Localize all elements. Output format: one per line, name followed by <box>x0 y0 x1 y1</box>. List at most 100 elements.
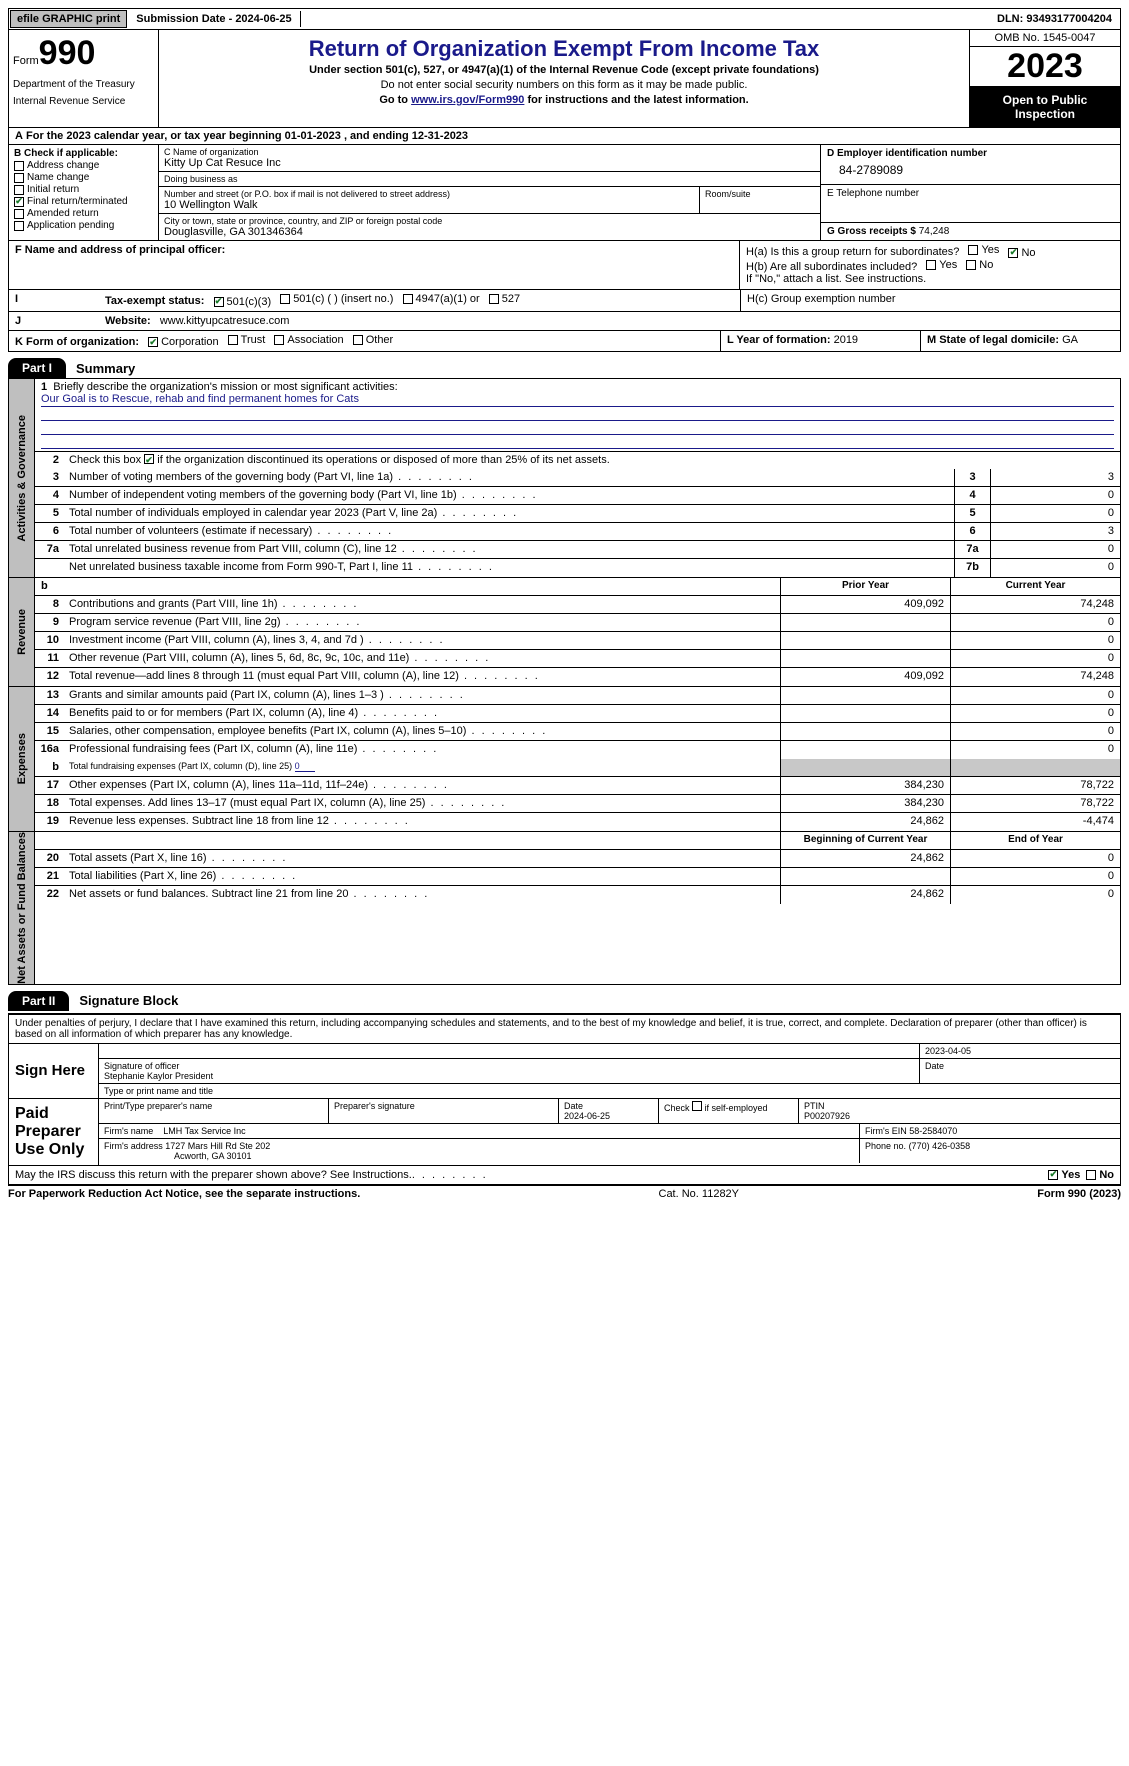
form-number: Form990 <box>13 34 154 73</box>
tax-year: 2023 <box>970 47 1120 87</box>
sign-here-label: Sign Here <box>9 1044 99 1098</box>
row-j-website: J Website: www.kittyupcatresuce.com <box>8 312 1121 331</box>
prior-year-header: Prior Year <box>780 578 950 595</box>
field-hb: H(b) Are all subordinates included? Yes … <box>746 259 1114 273</box>
perjury-declaration: Under penalties of perjury, I declare th… <box>9 1015 1120 1044</box>
submission-date: Submission Date - 2024-06-25 <box>128 11 300 27</box>
exp-row-14: 14Benefits paid to or for members (Part … <box>35 705 1120 723</box>
line-1-mission: 1 Briefly describe the organization's mi… <box>35 379 1120 451</box>
gov-row-4: 4Number of independent voting members of… <box>35 487 1120 505</box>
field-g-receipts: G Gross receipts $ 74,248 <box>821 223 1120 240</box>
irs-label: Internal Revenue Service <box>13 96 154 106</box>
b-checkbox-3[interactable] <box>14 197 24 207</box>
ha-yes-checkbox[interactable] <box>968 245 978 255</box>
field-f-label: F Name and address of principal officer: <box>15 244 225 256</box>
rev-row-11: 11Other revenue (Part VIII, column (A), … <box>35 650 1120 668</box>
type-name-label: Type or print name and title <box>99 1084 1120 1098</box>
section-net-assets: Net Assets or Fund Balances Beginning of… <box>8 832 1121 985</box>
k-trust-checkbox[interactable] <box>228 335 238 345</box>
exp-row-17: 17Other expenses (Part IX, column (A), l… <box>35 777 1120 795</box>
preparer-name-field[interactable]: Print/Type preparer's name <box>99 1099 329 1123</box>
rev-row-8: 8Contributions and grants (Part VIII, li… <box>35 596 1120 614</box>
firm-address: Firm's address 1727 Mars Hill Rd Ste 202… <box>99 1139 860 1163</box>
omb-number: OMB No. 1545-0047 <box>970 30 1120 47</box>
firm-ein: Firm's EIN 58-2584070 <box>860 1124 1120 1138</box>
field-room: Room/suite <box>700 187 820 214</box>
identity-block: B Check if applicable: Address changeNam… <box>8 145 1121 241</box>
b-check-3: Final return/terminated <box>14 196 153 207</box>
sig-date1: 2023-04-05 <box>920 1044 1120 1058</box>
discuss-no-checkbox[interactable] <box>1086 1170 1096 1180</box>
section-expenses: Expenses 13Grants and similar amounts pa… <box>8 687 1121 832</box>
begin-year-header: Beginning of Current Year <box>780 832 950 849</box>
k-corp-checkbox[interactable] <box>148 337 158 347</box>
b-checkbox-4[interactable] <box>14 209 24 219</box>
discuss-row: May the IRS discuss this return with the… <box>8 1166 1121 1185</box>
gov-row-7a: 7aTotal unrelated business revenue from … <box>35 541 1120 559</box>
field-d-ein: D Employer identification number 84-2789… <box>821 145 1120 185</box>
exp-row-15: 15Salaries, other compensation, employee… <box>35 723 1120 741</box>
hb-yes-checkbox[interactable] <box>926 260 936 270</box>
officer-name: Signature of officer Stephanie Kaylor Pr… <box>99 1059 920 1083</box>
field-hc: H(c) Group exemption number <box>740 290 1120 311</box>
firm-phone: Phone no. (770) 426-0358 <box>860 1139 1120 1163</box>
dln: DLN: 93493177004204 <box>989 11 1120 27</box>
b-check-0: Address change <box>14 160 153 171</box>
gov-row-6: 6Total number of volunteers (estimate if… <box>35 523 1120 541</box>
section-b-header: B Check if applicable: <box>14 148 153 159</box>
field-e-phone: E Telephone number <box>821 185 1120 223</box>
b-checkbox-2[interactable] <box>14 185 24 195</box>
ssn-warning: Do not enter social security numbers on … <box>165 79 963 91</box>
rev-row-9: 9Program service revenue (Part VIII, lin… <box>35 614 1120 632</box>
ptin-field: PTINP00207926 <box>799 1099 1120 1123</box>
k-other-checkbox[interactable] <box>353 335 363 345</box>
field-street: Number and street (or P.O. box if mail i… <box>159 187 700 214</box>
rev-row-10: 10Investment income (Part VIII, column (… <box>35 632 1120 650</box>
field-city: City or town, state or province, country… <box>159 214 820 240</box>
line-16b: Total fundraising expenses (Part IX, col… <box>65 759 780 776</box>
discuss-yes-checkbox[interactable] <box>1048 1170 1058 1180</box>
officer-signature-field[interactable] <box>99 1044 920 1058</box>
row-i-tax-status: I Tax-exempt status: 501(c)(3) 501(c) ( … <box>8 290 1121 312</box>
revenue-label: Revenue <box>16 609 28 655</box>
b-check-5: Application pending <box>14 220 153 231</box>
exp-row-16a: 16aProfessional fundraising fees (Part I… <box>35 741 1120 759</box>
preparer-date: Date2024-06-25 <box>559 1099 659 1123</box>
i-501c3-checkbox[interactable] <box>214 297 224 307</box>
preparer-sig-field[interactable]: Preparer's signature <box>329 1099 559 1123</box>
page-footer: For Paperwork Reduction Act Notice, see … <box>8 1185 1121 1200</box>
line-a-tax-year: A For the 2023 calendar year, or tax yea… <box>8 128 1121 145</box>
part2-header: Part II Signature Block <box>8 991 1121 1011</box>
i-501c-checkbox[interactable] <box>280 294 290 304</box>
ha-no-checkbox[interactable] <box>1008 248 1018 258</box>
goto-line: Go to www.irs.gov/Form990 for instructio… <box>165 94 963 106</box>
self-emp-checkbox[interactable] <box>692 1101 702 1111</box>
rev-row-12: 12Total revenue—add lines 8 through 11 (… <box>35 668 1120 686</box>
field-dba: Doing business as <box>159 172 820 187</box>
k-assoc-checkbox[interactable] <box>274 335 284 345</box>
gov-row-7b: Net unrelated business taxable income fr… <box>35 559 1120 577</box>
exp-row-19: 19Revenue less expenses. Subtract line 1… <box>35 813 1120 831</box>
exp-row-13: 13Grants and similar amounts paid (Part … <box>35 687 1120 705</box>
self-employed-check: Check if self-employed <box>659 1099 799 1123</box>
b-checkbox-0[interactable] <box>14 161 24 171</box>
field-ha: H(a) Is this a group return for subordin… <box>746 244 1114 259</box>
net-row-22: 22Net assets or fund balances. Subtract … <box>35 886 1120 904</box>
b-check-1: Name change <box>14 172 153 183</box>
irs-form990-link[interactable]: www.irs.gov/Form990 <box>411 94 524 106</box>
net-assets-label: Net Assets or Fund Balances <box>16 832 28 984</box>
line-2-discontinued: Check this box if the organization disco… <box>65 452 1120 469</box>
field-hb-note: If "No," attach a list. See instructions… <box>746 273 1114 285</box>
field-l-year: L Year of formation: 2019 <box>720 331 920 352</box>
paid-preparer-label: Paid Preparer Use Only <box>9 1099 99 1165</box>
date-label: Date <box>920 1059 1120 1083</box>
l2-checkbox[interactable] <box>144 454 154 464</box>
i-4947-checkbox[interactable] <box>403 294 413 304</box>
i-527-checkbox[interactable] <box>489 294 499 304</box>
hb-no-checkbox[interactable] <box>966 260 976 270</box>
b-checkbox-5[interactable] <box>14 221 24 231</box>
efile-print-button[interactable]: efile GRAPHIC print <box>10 10 127 28</box>
form-header: Form990 Department of the Treasury Inter… <box>8 30 1121 128</box>
b-checkbox-1[interactable] <box>14 173 24 183</box>
signature-block: Under penalties of perjury, I declare th… <box>8 1013 1121 1166</box>
